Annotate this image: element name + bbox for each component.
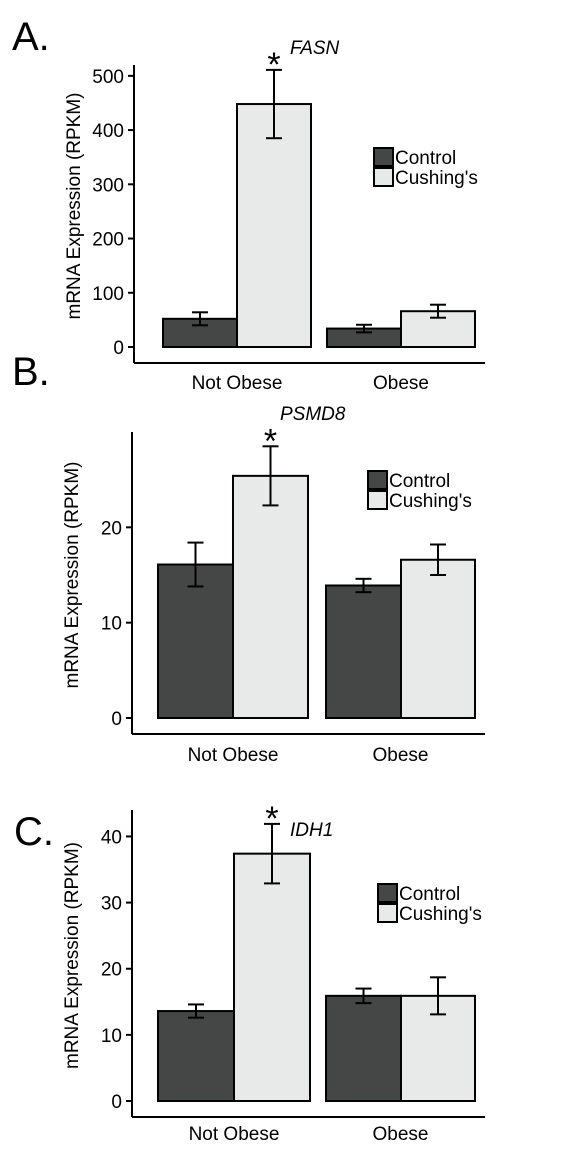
legend-swatch — [373, 167, 394, 187]
y-tick-label: 40 — [101, 827, 122, 848]
panel-label: C. — [14, 810, 54, 854]
chart-title: IDH1 — [290, 820, 333, 841]
legend-label: Cushing's — [395, 168, 478, 189]
x-category-label: Not Obese — [188, 745, 279, 766]
legend-label: Control — [399, 884, 460, 905]
y-tick-label: 0 — [111, 709, 122, 730]
y-tick-label: 20 — [101, 518, 122, 539]
legend-label: Cushing's — [399, 904, 482, 925]
legend-swatch — [377, 883, 398, 903]
y-tick-label: 500 — [92, 67, 124, 88]
legend-label: Cushing's — [389, 491, 472, 512]
legend-swatch — [367, 470, 388, 490]
bar-control-0 — [157, 563, 234, 719]
chart-title: FASN — [290, 38, 340, 59]
significance-marker: * — [264, 422, 277, 460]
y-axis-label: mRNA Expression (RPKM) — [62, 462, 83, 689]
y-tick-label: 10 — [101, 614, 122, 635]
chart-panel-2: B. PSMD8 0 10 20 mRNA Expression (RPKM) Not Ob… — [12, 350, 485, 766]
chart-panel-1: A. FASN 0 100 200 300 400 500 mRNA Expression (R… — [12, 15, 485, 394]
chart-panel-3: C. IDH1 0 10 20 30 40 mRNA Expression (RPKM) Not… — [14, 800, 485, 1145]
x-category-label: Not Obese — [189, 1124, 280, 1145]
x-category-label: Obese — [373, 745, 429, 766]
chart-title: PSMD8 — [280, 404, 346, 425]
panel-label: A. — [12, 15, 50, 59]
y-tick-label: 100 — [92, 284, 124, 305]
x-category-label: Obese — [373, 1124, 429, 1145]
bar-cushings-0 — [232, 474, 309, 719]
bar-control-1 — [325, 584, 402, 720]
y-tick-label: 200 — [92, 230, 124, 251]
significance-marker: * — [267, 46, 280, 84]
y-tick-label: 300 — [92, 175, 124, 196]
y-tick-label: 10 — [101, 1026, 122, 1047]
x-category-label: Not Obese — [192, 373, 283, 394]
y-tick-label: 20 — [101, 960, 122, 981]
y-tick-label: 0 — [113, 338, 124, 359]
y-tick-label: 0 — [111, 1092, 122, 1113]
bar-control-1 — [325, 994, 402, 1103]
legend-swatch — [367, 490, 388, 510]
bar-cushings-0 — [233, 852, 311, 1103]
bar-control-0 — [157, 1010, 235, 1103]
y-axis-label: mRNA Expression (RPKM) — [64, 93, 85, 320]
significance-marker: * — [265, 800, 278, 838]
y-tick-label: 30 — [101, 894, 122, 915]
legend-swatch — [377, 903, 398, 923]
bar-cushings-0 — [236, 103, 312, 348]
legend-label: Control — [389, 471, 450, 492]
bar-cushings-1 — [400, 558, 476, 719]
y-tick-label: 400 — [92, 121, 124, 142]
x-category-label: Obese — [373, 373, 429, 394]
legend-label: Control — [395, 148, 456, 169]
y-axis-label: mRNA Expression (RPKM) — [62, 842, 83, 1069]
legend-swatch — [373, 147, 394, 167]
panel-label: B. — [12, 350, 50, 394]
